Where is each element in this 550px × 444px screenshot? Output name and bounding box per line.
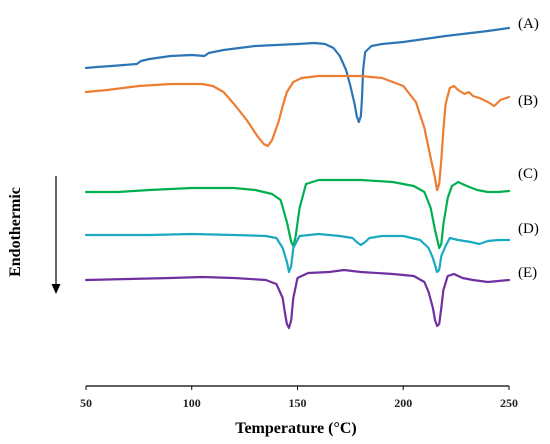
series-line-e bbox=[84, 268, 511, 330]
x-tick-label-150: 150 bbox=[289, 396, 307, 410]
x-tick-label-200: 200 bbox=[394, 396, 412, 410]
series-line-c bbox=[84, 178, 511, 250]
x-axis-title: Temperature (°C) bbox=[235, 420, 356, 437]
x-tick-label-100: 100 bbox=[183, 396, 201, 410]
x-tick-label-50: 50 bbox=[80, 396, 92, 410]
series-label-a: (A) bbox=[518, 16, 539, 32]
series-line-d bbox=[84, 232, 511, 274]
series-label-b: (B) bbox=[518, 93, 538, 109]
y-axis-title: Endothermic bbox=[7, 187, 24, 277]
series-label-d: (D) bbox=[518, 221, 539, 237]
y-axis-arrow bbox=[51, 176, 61, 294]
x-tick-labels: 50 100 150 200 250 bbox=[80, 386, 518, 410]
series-layer bbox=[84, 26, 511, 330]
series-labels: (A) (B) (C) (D) (E) bbox=[518, 16, 539, 281]
series-label-e: (E) bbox=[518, 265, 537, 281]
y-axis-arrow-head bbox=[51, 284, 61, 294]
series-line-b bbox=[84, 74, 511, 192]
series-line-a bbox=[84, 26, 511, 124]
x-tick-label-250: 250 bbox=[500, 396, 518, 410]
series-label-c: (C) bbox=[518, 166, 538, 182]
